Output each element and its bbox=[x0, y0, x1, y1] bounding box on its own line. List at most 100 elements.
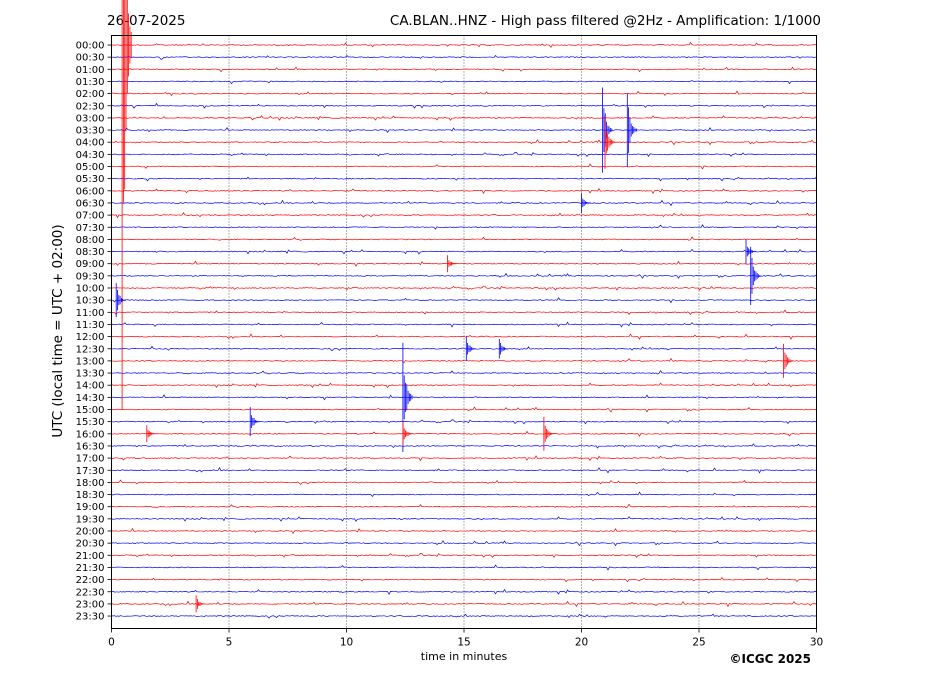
y-tick-label: 20:00 bbox=[76, 527, 105, 538]
trace-lines bbox=[111, 41, 817, 619]
event-spike bbox=[581, 193, 591, 213]
x-tick-label: 25 bbox=[692, 637, 705, 649]
y-axis-label: UTC (local time = UTC + 02:00) bbox=[50, 224, 66, 437]
y-tick-label: 10:30 bbox=[76, 296, 105, 307]
y-tick-label: 17:00 bbox=[76, 454, 105, 465]
y-tick-label: 05:00 bbox=[76, 162, 105, 173]
y-tick-label: 23:00 bbox=[76, 599, 105, 610]
event-spike bbox=[543, 416, 554, 451]
trace-2230 bbox=[111, 588, 817, 595]
x-tick-label: 5 bbox=[226, 637, 233, 649]
trace-0400 bbox=[111, 139, 817, 146]
x-tick-label: 20 bbox=[575, 637, 588, 649]
y-tick-label: 19:00 bbox=[76, 502, 105, 513]
event-spike bbox=[465, 336, 476, 361]
trace-0300 bbox=[111, 115, 817, 121]
event-spike bbox=[498, 339, 509, 359]
y-tick-label: 02:00 bbox=[76, 89, 105, 100]
y-tick-label: 13:00 bbox=[76, 356, 105, 367]
y-tick-label: 03:00 bbox=[76, 113, 105, 124]
y-tick-label: 06:30 bbox=[76, 198, 105, 209]
trace-0030 bbox=[111, 55, 817, 60]
trace-1130 bbox=[111, 321, 817, 328]
y-tick-label: 03:30 bbox=[76, 126, 105, 137]
trace-1200 bbox=[111, 333, 817, 340]
trace-0330 bbox=[111, 126, 817, 134]
date-label: 26-07-2025 bbox=[107, 13, 185, 29]
trace-1430 bbox=[111, 394, 817, 401]
trace-0830 bbox=[111, 248, 817, 255]
trace-1800 bbox=[111, 479, 817, 485]
trace-0630 bbox=[111, 199, 817, 207]
event-spike bbox=[115, 283, 126, 318]
trace-2300 bbox=[111, 600, 817, 608]
trace-1900 bbox=[111, 503, 817, 509]
y-tick-label: 15:30 bbox=[76, 417, 105, 428]
trace-0530 bbox=[111, 176, 817, 182]
y-tick-label: 23:30 bbox=[76, 612, 105, 623]
y-tick-label: 16:30 bbox=[76, 441, 105, 452]
y-tick-label: 07:30 bbox=[76, 223, 105, 234]
trace-1730 bbox=[111, 467, 817, 474]
trace-1230 bbox=[111, 345, 817, 352]
trace-1400 bbox=[111, 382, 817, 389]
trace-0900 bbox=[111, 260, 817, 267]
y-tick-label: 12:30 bbox=[76, 344, 105, 355]
event-spike bbox=[402, 421, 413, 446]
event-spike bbox=[402, 342, 413, 452]
y-tick-label: 08:00 bbox=[76, 235, 105, 246]
y-tick-label: 14:30 bbox=[76, 393, 105, 404]
y-tick-label: 10:00 bbox=[76, 284, 105, 295]
y-tick-label: 04:00 bbox=[76, 138, 105, 149]
event-spikes bbox=[115, 0, 794, 613]
y-tick-label: 21:30 bbox=[76, 563, 105, 574]
x-tick-label: 10 bbox=[340, 637, 353, 649]
trace-2130 bbox=[111, 564, 817, 571]
y-tick-label: 13:30 bbox=[76, 369, 105, 380]
y-tick-label: 18:30 bbox=[76, 490, 105, 501]
trace-1500 bbox=[111, 406, 817, 413]
event-spike bbox=[447, 255, 458, 273]
trace-0930 bbox=[111, 272, 817, 279]
y-tick-label: 14:00 bbox=[76, 381, 105, 392]
trace-0600 bbox=[111, 188, 817, 195]
event-spike bbox=[195, 595, 206, 613]
copyright-label: ©ICGC 2025 bbox=[729, 652, 811, 666]
y-tick-label: 00:30 bbox=[76, 53, 105, 64]
y-tick-label: 09:00 bbox=[76, 259, 105, 270]
trace-0000 bbox=[111, 41, 817, 48]
trace-0800 bbox=[111, 236, 817, 241]
trace-0730 bbox=[111, 224, 817, 230]
trace-0130 bbox=[111, 80, 817, 85]
event-spike bbox=[604, 115, 615, 169]
event-spike bbox=[626, 93, 637, 167]
trace-2200 bbox=[111, 576, 817, 583]
y-tick-label: 16:00 bbox=[76, 429, 105, 440]
x-tick-label: 15 bbox=[457, 637, 470, 649]
event-spike bbox=[750, 246, 761, 305]
trace-2100 bbox=[111, 552, 817, 558]
trace-1630 bbox=[111, 443, 817, 449]
y-tick-label: 12:00 bbox=[76, 332, 105, 343]
y-tick-label: 22:00 bbox=[76, 575, 105, 586]
y-tick-label: 05:30 bbox=[76, 174, 105, 185]
trace-1530 bbox=[111, 419, 817, 425]
event-spike bbox=[249, 407, 260, 437]
y-tick-label: 22:30 bbox=[76, 587, 105, 598]
trace-1600 bbox=[111, 430, 817, 437]
x-tick-label: 30 bbox=[810, 637, 823, 649]
trace-1000 bbox=[111, 285, 817, 291]
y-tick-label: 00:00 bbox=[76, 41, 105, 52]
x-tick-label: 0 bbox=[108, 637, 115, 649]
trace-0230 bbox=[111, 102, 817, 109]
event-spike bbox=[783, 343, 794, 378]
x-axis-label: time in minutes bbox=[421, 650, 508, 663]
y-tick-label: 11:00 bbox=[76, 308, 105, 319]
trace-1030 bbox=[111, 297, 817, 304]
y-tick-label: 21:00 bbox=[76, 551, 105, 562]
trace-2000 bbox=[111, 527, 817, 535]
trace-1100 bbox=[111, 309, 817, 316]
trace-1830 bbox=[111, 491, 817, 498]
y-tick-label: 19:30 bbox=[76, 514, 105, 525]
